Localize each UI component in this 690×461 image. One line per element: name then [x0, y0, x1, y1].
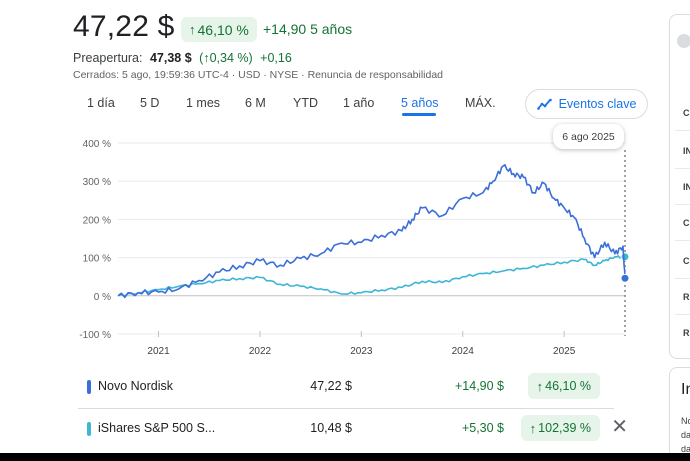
side-panel-divider — [675, 130, 690, 131]
side-panel-divider — [675, 240, 690, 241]
change-percent-value: 46,10 % — [197, 21, 249, 38]
side-panel-item: R — [683, 292, 690, 302]
comparison-row-novo[interactable]: Novo Nordisk 47,22 $ +14,90 $ ↑ 46,10 % — [78, 371, 614, 407]
tab-max[interactable]: MÁX. — [465, 96, 496, 110]
premarket-price: 47,38 $ — [149, 51, 192, 65]
side-panel-item: C — [683, 218, 690, 228]
change-percent-badge: ↑ 46,10 % — [181, 17, 257, 42]
tab-ytd[interactable]: YTD — [293, 96, 318, 110]
premarket-line: Preapertura: 47,38 $ (↑0,34 %) +0,16 — [73, 51, 292, 65]
y-tick-label: 300 % — [83, 177, 111, 188]
side-info-card-text: No — [681, 416, 690, 426]
arrow-up-icon: ↑ — [529, 420, 537, 436]
y-tick-label: 100 % — [83, 254, 111, 265]
trend-icon — [536, 98, 552, 110]
side-panel-item: C — [683, 108, 690, 118]
row-percent-badge: ↑ 102,39 % — [520, 415, 600, 441]
row-name: iShares S&P 500 S... — [98, 421, 216, 435]
active-tab-indicator — [402, 113, 436, 116]
row-percent-value: 102,39 % — [538, 421, 591, 435]
y-tick-label: 400 % — [83, 139, 111, 150]
arrow-up-icon: ↑ — [189, 22, 196, 37]
tab-1d[interactable]: 1 día — [87, 96, 115, 110]
row-percent-badge: ↑ 46,10 % — [527, 373, 600, 399]
row-change: +14,90 $ — [454, 379, 504, 393]
y-tick-label: -100 % — [79, 330, 111, 341]
series-line-novo-nordisk — [117, 164, 626, 299]
x-tick-label: 2023 — [350, 346, 373, 357]
tab-5d[interactable]: 5 D — [140, 96, 160, 110]
side-panel-item: IN — [683, 146, 690, 156]
row-percent-value: 46,10 % — [545, 379, 591, 393]
change-absolute: +14,90 5 años — [263, 21, 353, 37]
side-panel-icon — [677, 34, 690, 48]
y-tick-label: 0 % — [94, 292, 111, 303]
y-tick-label: 200 % — [83, 215, 111, 226]
row-value: 10,48 $ — [310, 421, 352, 435]
x-tick-label: 2022 — [249, 346, 272, 357]
market-status: Cerrados: 5 ago, 19:59:36 UTC-4 · USD · … — [73, 69, 444, 81]
current-price: 47,22 $ — [73, 10, 175, 43]
tab-5y[interactable]: 5 años — [401, 96, 439, 110]
side-panel-divider — [675, 204, 690, 205]
row-value: 47,22 $ — [310, 379, 352, 393]
key-events-button[interactable]: Eventos clave — [525, 89, 648, 119]
comparison-row-ishares[interactable]: iShares S&P 500 S... 10,48 $ +5,30 $ ↑ 1… — [78, 413, 628, 449]
tab-1y[interactable]: 1 año — [343, 96, 375, 110]
side-panel-item: C — [683, 256, 690, 266]
x-tick-label: 2021 — [147, 346, 170, 357]
row-divider — [78, 408, 614, 409]
row-change: +5,30 $ — [461, 421, 504, 435]
series-line-ishares-sp500 — [117, 255, 626, 297]
row-name: Novo Nordisk — [98, 379, 174, 393]
remove-comparison-icon[interactable]: ✕ — [611, 416, 628, 438]
side-panel-divider — [675, 314, 690, 315]
arrow-up-icon: ↑ — [536, 378, 544, 394]
date-tooltip: 6 ago 2025 — [553, 124, 624, 149]
premarket-change: +0,16 — [260, 51, 292, 65]
x-tick-label: 2025 — [553, 346, 576, 357]
premarket-percent: (↑0,34 %) — [199, 51, 253, 65]
premarket-label: Preapertura: — [73, 51, 143, 65]
series-color-marker — [87, 422, 91, 436]
series-endpoint-novo-nordisk — [620, 273, 630, 283]
side-panel — [669, 14, 690, 359]
side-panel-divider — [675, 168, 690, 169]
side-panel-divider — [675, 278, 690, 279]
side-info-card-text: da — [681, 444, 690, 454]
side-panel-item: IN — [683, 182, 690, 192]
series-color-marker — [87, 380, 91, 394]
screen-edge — [0, 453, 690, 461]
side-panel-item: R — [683, 328, 690, 338]
side-info-card — [669, 367, 690, 461]
tab-1m[interactable]: 1 mes — [186, 96, 221, 110]
range-tabs: 1 día 5 D 1 mes 6 M YTD 1 año 5 años MÁX… — [0, 96, 520, 116]
series-endpoint-ishares-sp500 — [620, 252, 630, 262]
tab-6m[interactable]: 6 M — [245, 96, 266, 110]
x-tick-label: 2024 — [452, 346, 475, 357]
key-events-label: Eventos clave — [558, 97, 637, 111]
side-info-card-title: In — [681, 381, 690, 398]
side-info-card-text: da — [681, 430, 690, 440]
